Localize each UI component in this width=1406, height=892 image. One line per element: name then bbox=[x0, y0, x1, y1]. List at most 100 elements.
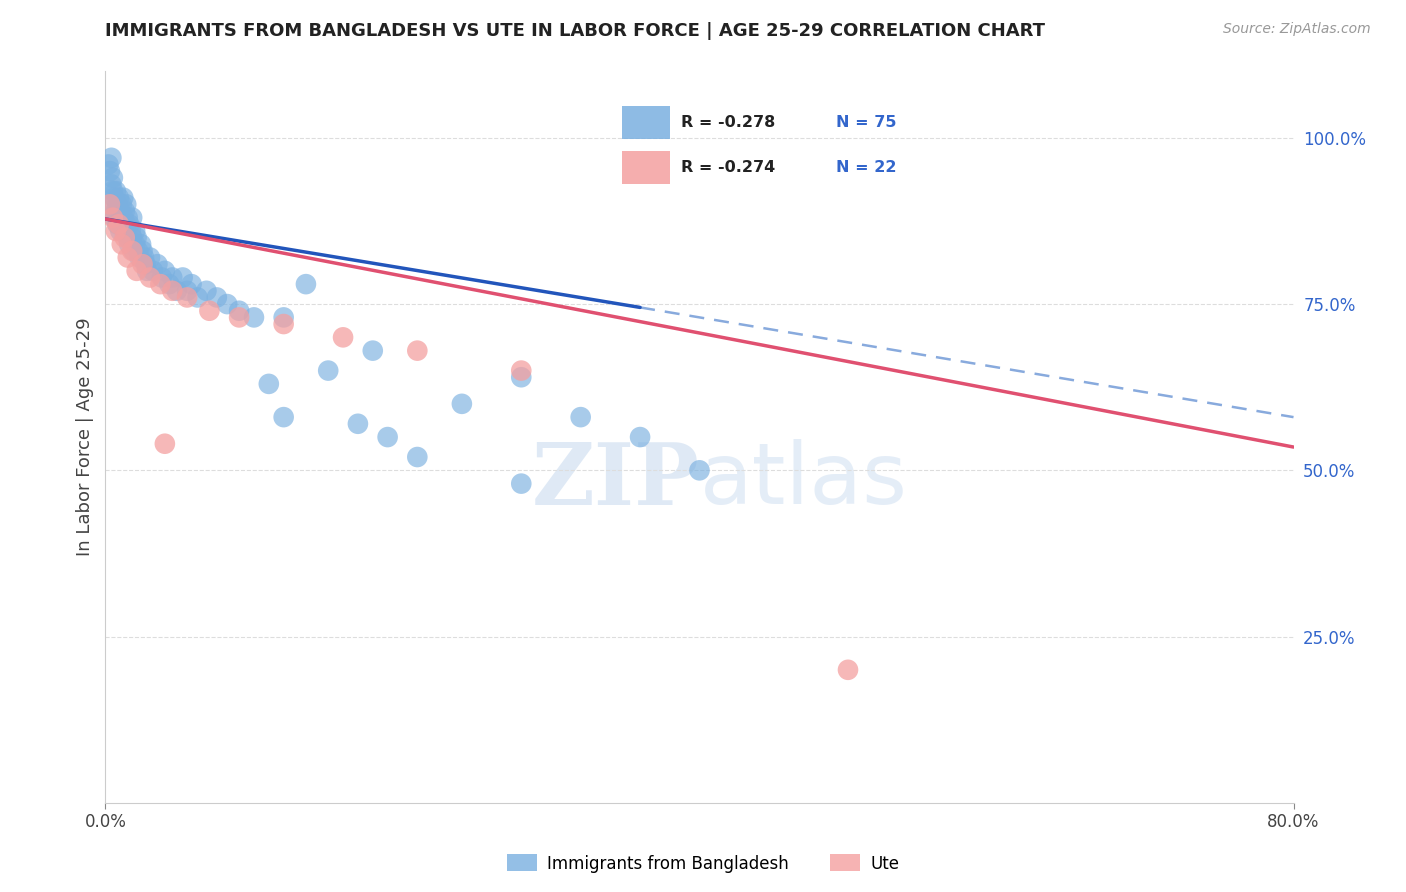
Point bbox=[129, 237, 152, 252]
Point bbox=[180, 277, 202, 292]
Point bbox=[114, 204, 136, 219]
Point bbox=[124, 237, 146, 252]
Point bbox=[628, 430, 651, 444]
Point bbox=[114, 230, 136, 244]
Point bbox=[110, 224, 132, 238]
Point bbox=[136, 264, 159, 278]
Point bbox=[112, 211, 135, 225]
Point bbox=[101, 197, 124, 211]
Text: N = 22: N = 22 bbox=[835, 160, 896, 175]
Point bbox=[104, 224, 127, 238]
Text: IMMIGRANTS FROM BANGLADESH VS UTE IN LABOR FORCE | AGE 25-29 CORRELATION CHART: IMMIGRANTS FROM BANGLADESH VS UTE IN LAB… bbox=[105, 22, 1046, 40]
Point bbox=[131, 257, 153, 271]
Text: Source: ZipAtlas.com: Source: ZipAtlas.com bbox=[1223, 22, 1371, 37]
Point bbox=[142, 264, 165, 278]
Point bbox=[122, 244, 145, 258]
Text: ZIP: ZIP bbox=[531, 439, 700, 523]
Point bbox=[450, 397, 472, 411]
Point bbox=[172, 270, 194, 285]
Point bbox=[111, 237, 134, 252]
Point bbox=[153, 436, 176, 450]
Point bbox=[124, 224, 146, 238]
Point bbox=[176, 290, 198, 304]
Point bbox=[118, 237, 141, 252]
Point bbox=[111, 217, 134, 231]
Point bbox=[132, 251, 155, 265]
Point bbox=[166, 284, 188, 298]
Point bbox=[104, 184, 127, 198]
Point bbox=[837, 663, 859, 677]
Point bbox=[139, 251, 162, 265]
Point bbox=[118, 217, 141, 231]
Point bbox=[273, 410, 295, 425]
Point bbox=[128, 251, 150, 265]
Point bbox=[139, 270, 162, 285]
Point bbox=[117, 251, 139, 265]
Point bbox=[108, 211, 131, 225]
Point bbox=[112, 191, 135, 205]
Text: R = -0.278: R = -0.278 bbox=[681, 115, 775, 130]
Point bbox=[198, 303, 221, 318]
Text: N = 75: N = 75 bbox=[835, 115, 896, 130]
Point bbox=[101, 211, 124, 225]
Point bbox=[510, 370, 533, 384]
Point bbox=[101, 184, 124, 198]
Point bbox=[176, 284, 198, 298]
Point bbox=[131, 244, 153, 258]
Y-axis label: In Labor Force | Age 25-29: In Labor Force | Age 25-29 bbox=[76, 318, 94, 557]
Point bbox=[162, 284, 184, 298]
Point bbox=[125, 264, 148, 278]
Legend: Immigrants from Bangladesh, Ute: Immigrants from Bangladesh, Ute bbox=[501, 847, 905, 880]
Point bbox=[510, 363, 533, 377]
Point bbox=[115, 217, 138, 231]
FancyBboxPatch shape bbox=[621, 151, 671, 184]
Point bbox=[108, 217, 131, 231]
FancyBboxPatch shape bbox=[621, 106, 671, 139]
Point bbox=[114, 224, 136, 238]
Point bbox=[149, 277, 172, 292]
Point bbox=[162, 270, 184, 285]
Point bbox=[121, 211, 143, 225]
Point bbox=[150, 270, 173, 285]
Point bbox=[361, 343, 384, 358]
Point bbox=[153, 264, 176, 278]
Point bbox=[228, 310, 250, 325]
Point bbox=[120, 224, 142, 238]
Point bbox=[125, 230, 148, 244]
Point bbox=[115, 197, 138, 211]
Point bbox=[98, 164, 121, 178]
Point bbox=[205, 290, 228, 304]
Point bbox=[100, 178, 122, 192]
Point bbox=[146, 257, 169, 271]
Point bbox=[121, 230, 143, 244]
Point bbox=[97, 157, 120, 171]
Point bbox=[108, 191, 131, 205]
Point bbox=[273, 310, 295, 325]
Point bbox=[104, 204, 127, 219]
Point bbox=[347, 417, 370, 431]
Point bbox=[111, 197, 134, 211]
Point bbox=[105, 197, 128, 211]
Point bbox=[105, 217, 128, 231]
Point bbox=[103, 211, 125, 225]
Point bbox=[510, 476, 533, 491]
Point bbox=[100, 151, 122, 165]
Point bbox=[228, 303, 250, 318]
Point bbox=[295, 277, 318, 292]
Point bbox=[117, 230, 139, 244]
Point bbox=[406, 450, 429, 464]
Point bbox=[273, 317, 295, 331]
Point bbox=[377, 430, 399, 444]
Point bbox=[103, 191, 125, 205]
Point bbox=[127, 244, 149, 258]
Point bbox=[121, 244, 143, 258]
Point bbox=[569, 410, 592, 425]
Point bbox=[186, 290, 208, 304]
Point bbox=[157, 277, 180, 292]
Point bbox=[195, 284, 218, 298]
Text: atlas: atlas bbox=[700, 440, 907, 523]
Point bbox=[243, 310, 266, 325]
Point bbox=[117, 211, 139, 225]
Point bbox=[217, 297, 239, 311]
Point bbox=[257, 376, 280, 391]
